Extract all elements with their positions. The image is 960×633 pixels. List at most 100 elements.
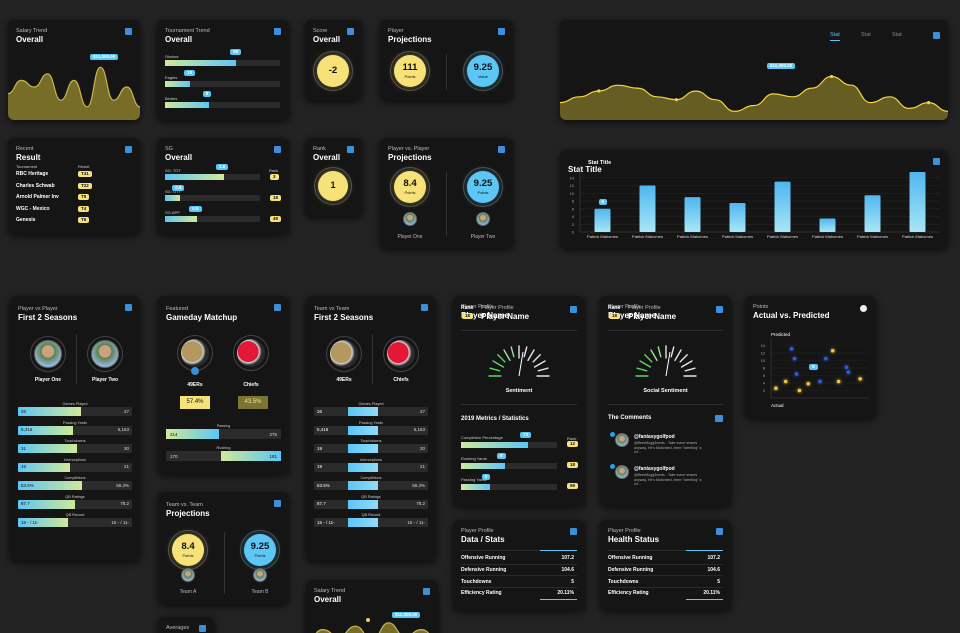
card-subtitle: Player Profile [481, 305, 514, 311]
stat-right-value: 78.2 [416, 501, 425, 506]
tournament-name: WGC - Mexico [16, 205, 50, 212]
gauge-tick [527, 349, 535, 362]
card-title: Projections [388, 153, 432, 162]
stat-right-value: 56.3% [412, 482, 425, 488]
badge: T4 [78, 205, 90, 212]
gauge-needle [518, 351, 524, 377]
y-tick-label: 8 [763, 366, 765, 370]
bar [909, 171, 926, 232]
tab[interactable]: Stat [892, 32, 902, 38]
y-tick-label: 0 [572, 230, 575, 235]
pvp-projections-card: Player vs. Player Projections 8.4 Points 9.2… [380, 138, 513, 248]
stat-label: Interceptions [360, 457, 382, 462]
circle-value: 8.4 [403, 178, 417, 190]
row-divider [608, 587, 723, 589]
gauge-tick [636, 367, 648, 372]
card-title: Player Name [481, 312, 530, 321]
x-tick-label: Patrick Mahomes [857, 234, 888, 239]
stat-bar-fill [348, 518, 378, 527]
divider [446, 172, 447, 236]
ring [314, 167, 352, 205]
circle-value: 111 [402, 62, 418, 74]
row-label: Offensive Running [461, 555, 506, 561]
circle-value: 9.25 [473, 178, 493, 190]
matchup-card: Featured Gameday Matchup 49ERs Chiefs 57.4% 4… [158, 296, 289, 474]
gauge-tick [674, 349, 682, 362]
tournament-name: Genesis [16, 217, 36, 223]
tournament-name: Charles Schwab [16, 182, 55, 189]
badge: 18 [567, 462, 579, 468]
divider [461, 404, 577, 405]
stat-left-value: 214 [170, 432, 178, 437]
badge: 0.5 [189, 206, 202, 212]
scatter-point [774, 386, 778, 391]
bar [774, 181, 791, 232]
stat-right-value: 27 [123, 408, 129, 414]
ring [463, 167, 503, 207]
row-value: 20.11% [703, 590, 720, 597]
tournament-name: Arnold Palmer Inv [16, 194, 59, 200]
bar [729, 202, 746, 232]
value-circle: 9.25 Points [244, 534, 276, 566]
card-subtitle: Player Profile [461, 528, 494, 534]
chart: 2 4 6 8 10 12 14 [761, 338, 869, 399]
stat-bar [18, 518, 132, 527]
row-divider [461, 575, 577, 577]
y-tick-label: 6 [572, 206, 575, 211]
scatter-point [797, 388, 802, 393]
salary-trend-2-card: Salary Trend Overall $11,000.00 [306, 580, 438, 633]
gauge-tick [670, 346, 675, 358]
trend-line [315, 622, 430, 633]
card-title: Player Name [628, 312, 677, 321]
circle-label: Points [404, 73, 416, 79]
stat-label: Completions [360, 476, 382, 480]
scatter-point [824, 356, 828, 361]
team-helmet [330, 340, 358, 368]
y-tick-label: 12 [761, 351, 765, 355]
gauge-tick [489, 367, 501, 372]
circle-label: Value [478, 73, 488, 79]
card-title: Actual vs. Predicted [753, 311, 830, 320]
stat-bar-fill [18, 425, 73, 435]
card-title: First 2 Seasons [314, 313, 374, 322]
trend-point [830, 74, 834, 79]
tab[interactable]: Stat [830, 32, 840, 41]
card-subtitle: Score [313, 28, 328, 34]
trend-line [560, 75, 948, 112]
x-tick-label: Patrick Mahomes [902, 234, 933, 239]
x-tick-label: Patrick Mahomes [632, 234, 663, 239]
stat-label: Touchdowns [360, 439, 382, 443]
player-projections-card: Player Projections 111 Points 9.25 Value [380, 20, 513, 100]
gauge-tick [492, 360, 505, 368]
check-icon [191, 367, 199, 375]
tab[interactable]: Stat [861, 32, 871, 38]
circle-value: 1 [330, 180, 336, 191]
badge: T5 [78, 194, 90, 200]
card-icon [274, 304, 281, 311]
trend-area [316, 622, 429, 633]
card-subtitle: Averages [166, 625, 190, 631]
stat-label: Rushing [216, 446, 231, 450]
stat-bar-fill [18, 444, 78, 453]
row-label: SG:APP [165, 210, 180, 215]
badge: 55 [230, 49, 242, 55]
y-axis-label: Predicted [771, 332, 791, 337]
avatar [181, 568, 195, 582]
row-label: Efficiency Rating [461, 590, 502, 597]
stat-bar-fill [221, 451, 281, 461]
row-value: 5 [571, 578, 574, 585]
divider [608, 404, 723, 405]
stat-left-value: 19 [21, 464, 27, 469]
gauge-needle [665, 351, 671, 377]
card-icon [716, 306, 723, 313]
stat-bar [166, 451, 281, 461]
card-title: Gameday Matchup [166, 313, 238, 322]
card-icon [498, 146, 505, 153]
progress-track [461, 442, 557, 448]
ring [383, 336, 419, 372]
trend-point [674, 98, 678, 102]
card-icon [347, 146, 354, 153]
stat-bar-fill [18, 499, 75, 509]
stat-right-value: 30 [123, 445, 129, 451]
